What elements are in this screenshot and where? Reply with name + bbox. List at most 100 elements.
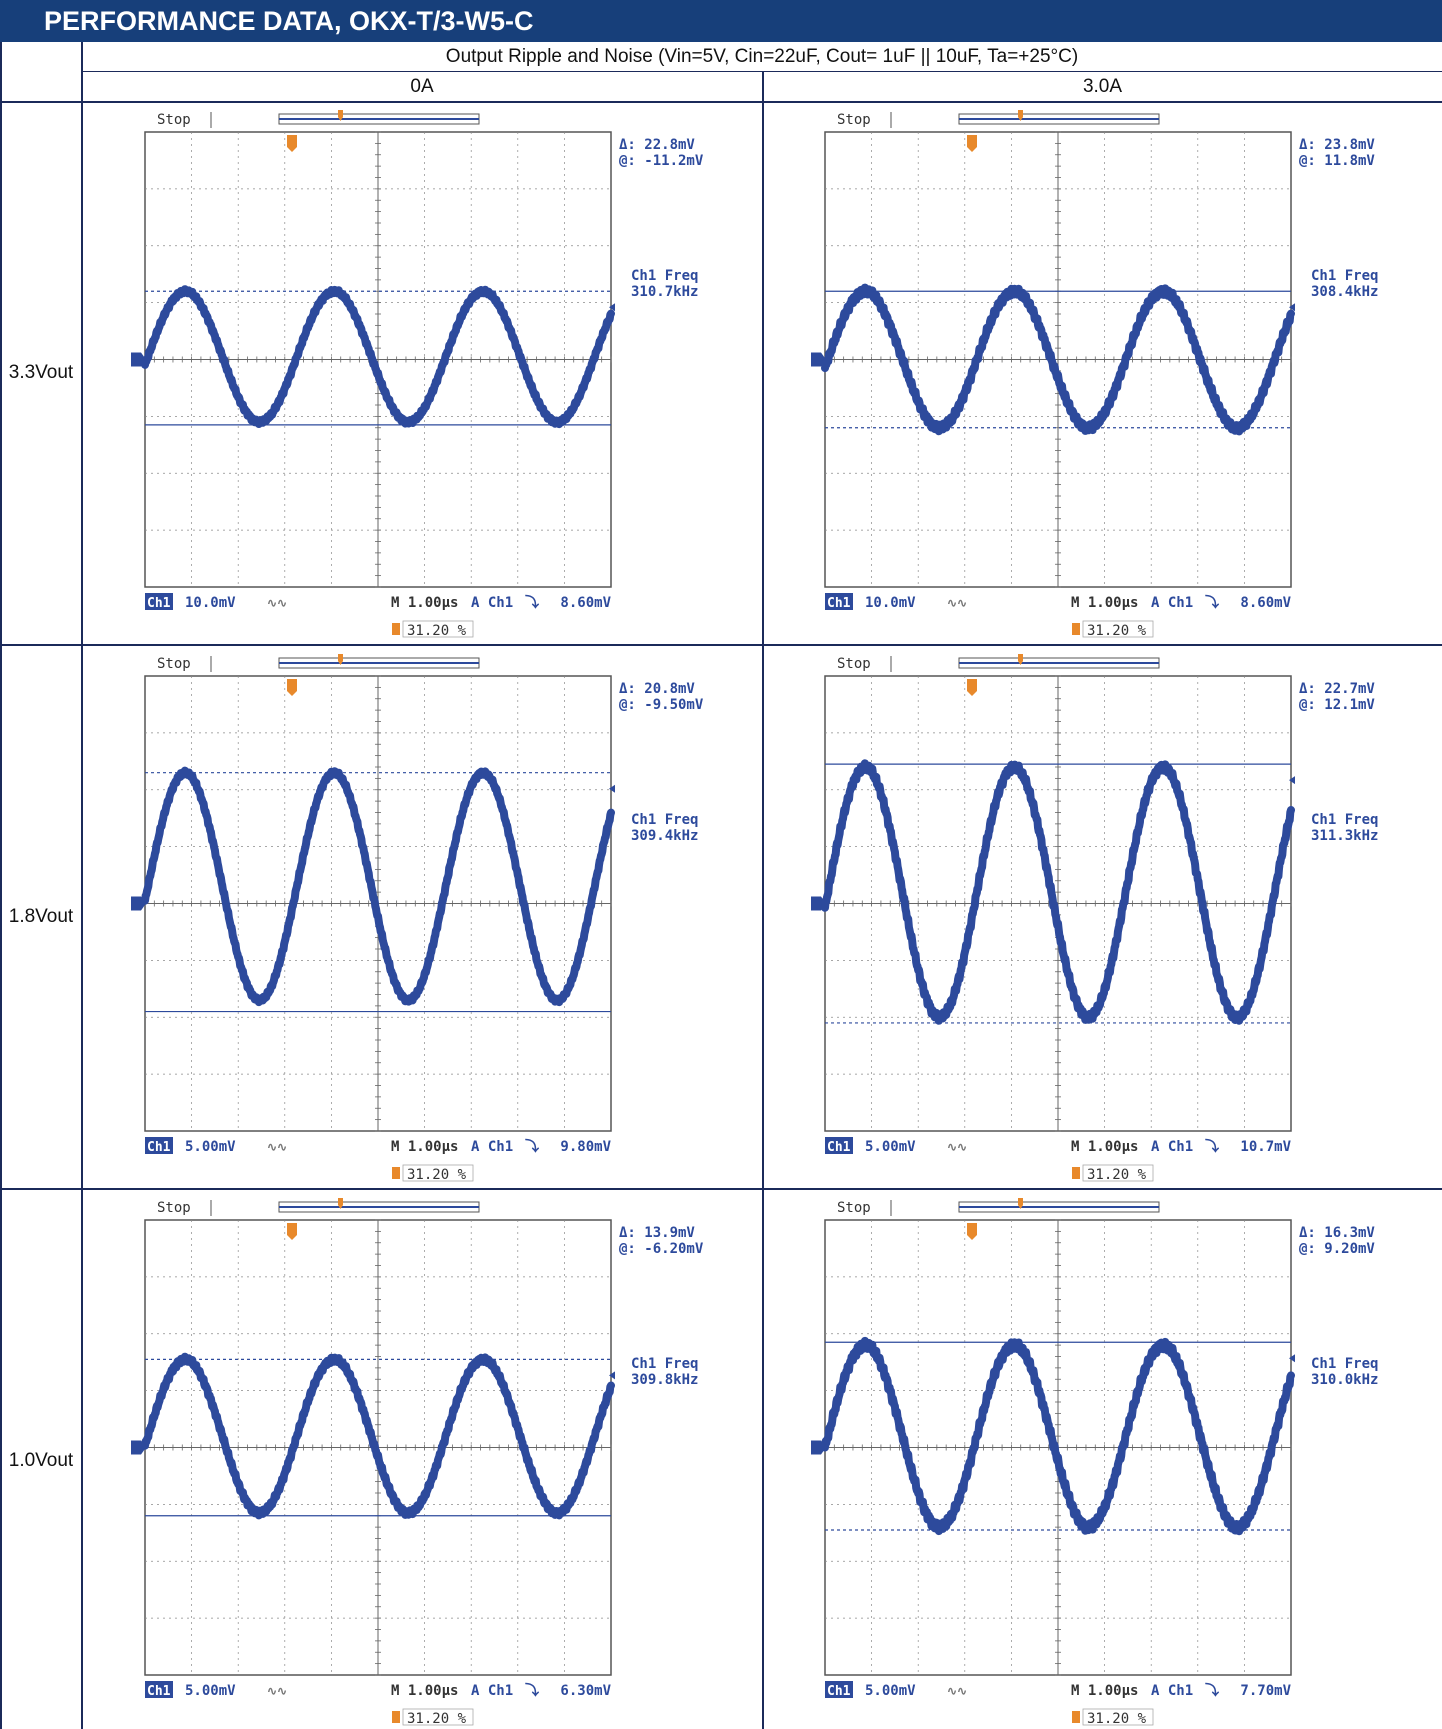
column-header-3a: 3.0A bbox=[1082, 76, 1123, 97]
ripple-waveform bbox=[141, 285, 615, 429]
trigger-position-value: 31.20 % bbox=[1087, 1711, 1147, 1727]
trigger-position-icon bbox=[1072, 623, 1080, 635]
trigger-slope-icon: ⤵ bbox=[525, 1138, 540, 1155]
coupling-icon: ∿∿ bbox=[267, 596, 287, 610]
coupling-icon: ∿∿ bbox=[947, 596, 967, 610]
ripple-waveform bbox=[821, 1336, 1295, 1536]
trigger-level: 9.80mV bbox=[560, 1139, 611, 1155]
trigger-position-icon bbox=[392, 623, 400, 635]
delta-readout: Δ: 16.3mV bbox=[1299, 1225, 1375, 1241]
delta-readout: Δ: 20.8mV bbox=[619, 681, 695, 697]
trigger-position-value: 31.20 % bbox=[1087, 623, 1147, 639]
column-header-0a: 0A bbox=[410, 76, 434, 97]
status-label: Stop bbox=[157, 656, 191, 672]
cursor-readout: @: 9.20mV bbox=[1299, 1241, 1375, 1257]
table-divider-label-col bbox=[81, 42, 83, 1729]
delta-readout: Δ: 22.8mV bbox=[619, 137, 695, 153]
trigger-position-box bbox=[402, 1164, 474, 1182]
freq-value: 309.4kHz bbox=[631, 828, 698, 844]
channel-badge-label: Ch1 bbox=[827, 1140, 851, 1155]
cursor-readout: @: 11.8mV bbox=[1299, 153, 1375, 169]
page-title: PERFORMANCE DATA, OKX-T/3-W5-C bbox=[0, 0, 1442, 42]
cursor-arrow-icon bbox=[1289, 1354, 1295, 1363]
freq-label: Ch1 Freq bbox=[631, 268, 698, 284]
status-label: Stop bbox=[837, 1200, 871, 1216]
freq-value: 311.3kHz bbox=[1311, 828, 1378, 844]
freq-value: 310.7kHz bbox=[631, 284, 698, 300]
table-border-left bbox=[0, 42, 2, 1729]
freq-label: Ch1 Freq bbox=[631, 1356, 698, 1372]
trigger-marker-icon bbox=[287, 135, 297, 152]
row-label-3v3: 3.3Vout bbox=[8, 362, 74, 383]
channel-scale: 5.00mV bbox=[865, 1683, 916, 1699]
coupling-icon: ∿∿ bbox=[947, 1140, 967, 1154]
freq-label: Ch1 Freq bbox=[1311, 812, 1378, 828]
row-label-1v8: 1.8Vout bbox=[8, 906, 74, 927]
trigger-marker-icon bbox=[287, 1223, 297, 1240]
ripple-waveform bbox=[141, 766, 615, 1007]
channel-badge-label: Ch1 bbox=[827, 596, 851, 611]
channel-badge bbox=[825, 1137, 853, 1154]
trigger-level: 8.60mV bbox=[1240, 595, 1291, 611]
trigger-marker-icon bbox=[967, 679, 977, 696]
freq-value: 308.4kHz bbox=[1311, 284, 1378, 300]
trigger-marker-icon bbox=[967, 135, 977, 152]
trigger-source: A Ch1 bbox=[471, 595, 513, 611]
table-divider-header bbox=[0, 101, 1442, 103]
trigger-level: 8.60mV bbox=[560, 595, 611, 611]
ripple-waveform bbox=[821, 759, 1295, 1025]
trigger-source: A Ch1 bbox=[471, 1139, 513, 1155]
cursor-readout: @: -11.2mV bbox=[619, 153, 704, 169]
channel-badge bbox=[145, 1137, 173, 1154]
trigger-source: A Ch1 bbox=[1151, 595, 1193, 611]
trigger-marker-icon bbox=[287, 679, 297, 696]
ripple-waveform bbox=[821, 283, 1295, 436]
test-condition: Output Ripple and Noise (Vin=5V, Cin=22u… bbox=[445, 46, 1079, 67]
cursor-arrow-icon bbox=[609, 784, 615, 793]
trigger-position-group: 31.20 % bbox=[392, 1164, 474, 1183]
trigger-position-icon bbox=[392, 1711, 400, 1723]
trigger-slope-icon: ⤵ bbox=[1205, 1138, 1220, 1155]
timebase: M 1.00µs bbox=[1071, 595, 1138, 611]
trigger-position-box bbox=[1082, 620, 1154, 638]
freq-label: Ch1 Freq bbox=[1311, 268, 1378, 284]
table-divider-row2 bbox=[0, 1188, 1442, 1190]
channel-scale: 5.00mV bbox=[865, 1139, 916, 1155]
channel-badge bbox=[145, 593, 173, 610]
channel-scale: 5.00mV bbox=[185, 1139, 236, 1155]
trigger-position-group: 31.20 % bbox=[1072, 1164, 1154, 1183]
channel-scale: 10.0mV bbox=[865, 595, 916, 611]
freq-label: Ch1 Freq bbox=[631, 812, 698, 828]
row-label-1v0: 1.0Vout bbox=[8, 1450, 74, 1471]
trigger-position-group: 31.20 % bbox=[392, 620, 474, 639]
cursor-arrow-icon bbox=[609, 303, 615, 312]
channel-scale: 5.00mV bbox=[185, 1683, 236, 1699]
trigger-position-icon bbox=[392, 1167, 400, 1179]
table-divider-cond bbox=[81, 71, 1442, 72]
trigger-position-icon bbox=[1072, 1167, 1080, 1179]
trigger-position-marker bbox=[1018, 654, 1023, 665]
trigger-marker-icon bbox=[967, 1223, 977, 1240]
cursor-arrow-icon bbox=[1289, 303, 1295, 312]
trigger-slope-icon: ⤵ bbox=[1205, 1682, 1220, 1699]
channel-scale: 10.0mV bbox=[185, 595, 236, 611]
trigger-source: A Ch1 bbox=[471, 1683, 513, 1699]
trigger-slope-icon: ⤵ bbox=[525, 594, 540, 611]
trigger-position-marker bbox=[338, 110, 343, 121]
cursor-readout: @: -9.50mV bbox=[619, 697, 704, 713]
trigger-position-value: 31.20 % bbox=[407, 623, 467, 639]
cursor-arrow-icon bbox=[609, 1371, 615, 1380]
cursor-readout: @: -6.20mV bbox=[619, 1241, 704, 1257]
ripple-waveform bbox=[141, 1352, 615, 1520]
freq-value: 309.8kHz bbox=[631, 1372, 698, 1388]
delta-readout: Δ: 13.9mV bbox=[619, 1225, 695, 1241]
table-divider-middle bbox=[762, 72, 764, 1729]
status-label: Stop bbox=[157, 112, 191, 128]
delta-readout: Δ: 22.7mV bbox=[1299, 681, 1375, 697]
trigger-position-value: 31.20 % bbox=[1087, 1167, 1147, 1183]
